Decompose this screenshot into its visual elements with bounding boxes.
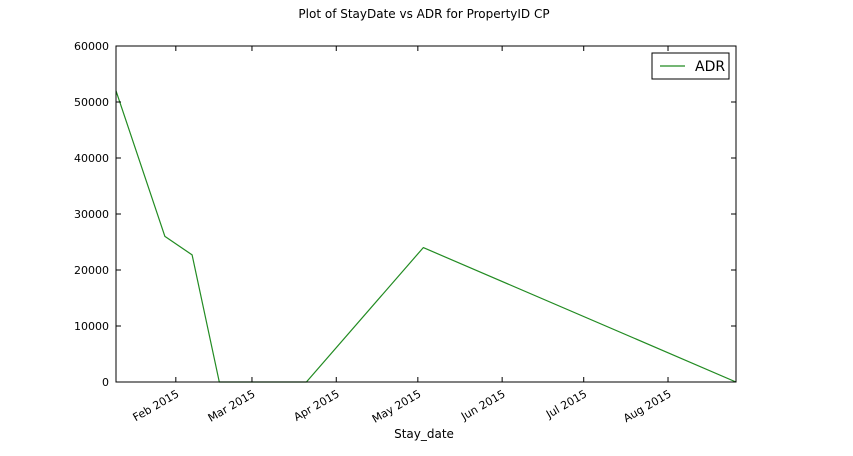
x-axis-label: Stay_date bbox=[394, 427, 454, 441]
y-tick-label: 40000 bbox=[74, 152, 109, 165]
x-tick-label: Aug 2015 bbox=[621, 387, 673, 425]
chart-title: Plot of StayDate vs ADR for PropertyID C… bbox=[298, 7, 549, 21]
x-tick-label: Mar 2015 bbox=[206, 387, 258, 424]
x-tick-label: May 2015 bbox=[370, 387, 423, 425]
x-tick-label: Jul 2015 bbox=[543, 387, 589, 421]
y-tick-label: 20000 bbox=[74, 264, 109, 277]
x-tick-label: Apr 2015 bbox=[292, 387, 342, 424]
y-tick-label: 50000 bbox=[74, 96, 109, 109]
y-tick-label: 0 bbox=[102, 376, 109, 389]
x-tick-label: Jun 2015 bbox=[458, 387, 508, 423]
plot-area bbox=[115, 90, 737, 383]
y-tick-label: 10000 bbox=[74, 320, 109, 333]
legend: ADR bbox=[651, 52, 730, 80]
y-tick-label: 30000 bbox=[74, 208, 109, 221]
x-tick-label: Feb 2015 bbox=[131, 387, 182, 424]
axes: 0 10000 20000 30000 40000 50000 60000 Feb 2015 M… bbox=[74, 40, 737, 426]
y-tick-label: 60000 bbox=[74, 40, 109, 53]
series-line-adr bbox=[115, 90, 737, 383]
legend-entry-adr: ADR bbox=[695, 59, 725, 75]
